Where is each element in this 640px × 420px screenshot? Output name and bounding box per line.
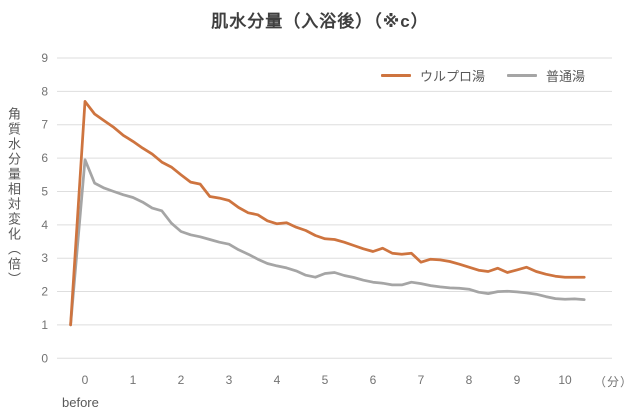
x-tick-label-6: 6 bbox=[370, 373, 377, 387]
x-tick-label-5: 5 bbox=[322, 373, 329, 387]
legend-label-futsu-yu: 普通湯 bbox=[546, 69, 586, 84]
legend-item-futsu-yu: 普通湯 bbox=[507, 66, 585, 85]
series-line-futsu-yu bbox=[69, 158, 586, 327]
legend-label-ulpro-yu: ウルプロ湯 bbox=[420, 69, 486, 84]
x-axis-unit-label: （分） bbox=[594, 375, 634, 389]
x-tick-label-8: 8 bbox=[466, 373, 473, 387]
x-tick-label-0: 0 bbox=[82, 373, 89, 387]
x-tick-label-9: 9 bbox=[514, 373, 521, 387]
series-line-ulpro-yu bbox=[69, 100, 586, 327]
y-tick-label-2: 2 bbox=[41, 285, 48, 299]
y-tick-label-5: 5 bbox=[41, 184, 48, 198]
x-tick-label-3: 3 bbox=[226, 373, 233, 387]
chart-title: 肌水分量（入浴後）（※c） bbox=[211, 12, 429, 31]
y-tick-label-9: 9 bbox=[41, 51, 48, 65]
y-tick-label-4: 4 bbox=[41, 218, 48, 232]
legend-item-ulpro-yu: ウルプロ湯 bbox=[381, 66, 485, 85]
x-axis-before-label: before bbox=[62, 395, 99, 410]
legend-line-swatch-orange bbox=[381, 74, 411, 77]
y-tick-label-7: 7 bbox=[41, 118, 48, 132]
legend-line-swatch-gray bbox=[507, 74, 537, 77]
y-tick-label-8: 8 bbox=[41, 84, 48, 98]
y-axis-title: 角質水分量相対変化（倍） bbox=[6, 107, 21, 287]
y-tick-label-0: 0 bbox=[41, 351, 48, 365]
x-tick-label-2: 2 bbox=[178, 373, 185, 387]
y-tick-label-3: 3 bbox=[41, 251, 48, 265]
x-tick-label-1: 1 bbox=[130, 373, 137, 387]
y-tick-label-6: 6 bbox=[41, 151, 48, 165]
x-tick-label-4: 4 bbox=[274, 373, 281, 387]
y-tick-label-1: 1 bbox=[41, 318, 48, 332]
x-tick-label-7: 7 bbox=[418, 373, 425, 387]
x-tick-label-10: 10 bbox=[558, 373, 572, 387]
